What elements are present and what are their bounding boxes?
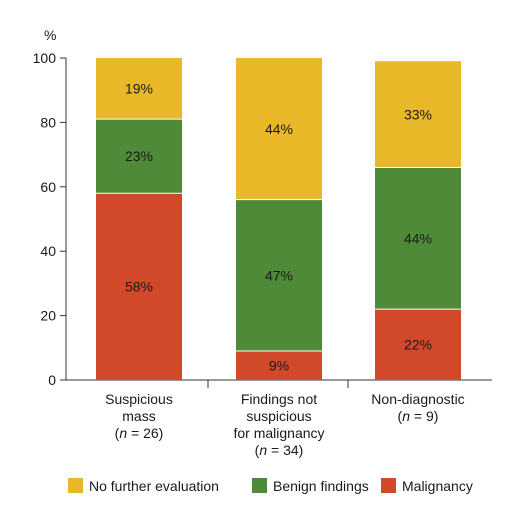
bar-segment-benign-findings [96, 119, 182, 194]
bar-segment-no-further-evaluation [375, 61, 461, 168]
x-axis [66, 379, 492, 388]
legend-label: Malignancy [402, 478, 473, 494]
segment-value-label: 22% [404, 337, 432, 353]
y-tick-label: 20 [40, 308, 56, 324]
legend-swatch [68, 478, 83, 493]
y-tick-label: 80 [40, 114, 56, 130]
category-n-label: (n = 26) [115, 425, 164, 441]
y-axis-unit-label: % [44, 27, 56, 43]
category-label-line: Findings not [241, 391, 317, 407]
bar-segment-malignancy [236, 351, 322, 380]
y-tick-label: 40 [40, 243, 56, 259]
y-tick-label: 0 [48, 372, 56, 388]
category-label: Suspicious mass (n = 26) [105, 391, 173, 441]
segment-value-label: 58% [125, 279, 153, 295]
category-label-line: Suspicious [105, 391, 173, 407]
category-label-line: mass [122, 408, 155, 424]
n-symbol: n [402, 408, 410, 424]
segment-value-label: 9% [269, 358, 289, 374]
segment-value-label: 47% [265, 267, 293, 283]
bars [96, 58, 461, 380]
n-symbol: n [259, 442, 267, 458]
y-axis: 0 20 40 60 80 100 [33, 50, 67, 388]
bar-segment-malignancy [375, 309, 461, 380]
segment-value-label: 23% [125, 148, 153, 164]
segment-value-label: 44% [404, 230, 432, 246]
category-label-line: suspicious [246, 408, 311, 424]
n-value: = 34 [267, 442, 299, 458]
n-value: = 26 [127, 425, 159, 441]
segment-value-label: 44% [265, 121, 293, 137]
legend-label: Benign findings [273, 478, 369, 494]
category-label: Findings not suspicious for malignancy (n =… [233, 391, 324, 458]
legend-label: No further evaluation [89, 478, 219, 494]
y-tick-label: 100 [33, 50, 57, 66]
segment-labels: 58% 23% 19% 9% 47% 44% 22% 44% 33% [125, 81, 432, 374]
bar-segment-no-further-evaluation [236, 58, 322, 200]
bar-segment-malignancy [96, 193, 182, 380]
segment-value-label: 33% [404, 106, 432, 122]
legend-swatch [381, 478, 396, 493]
legend: No further evaluation Benign findings Mali… [68, 478, 473, 494]
category-label: Non-diagnostic (n = 9) [371, 391, 464, 424]
n-symbol: n [119, 425, 127, 441]
category-label-line: for malignancy [233, 425, 324, 441]
legend-swatch [252, 478, 267, 493]
bar-segment-no-further-evaluation [96, 58, 182, 120]
y-tick-label: 60 [40, 179, 56, 195]
category-n-label: (n = 9) [398, 408, 439, 424]
bar-segment-benign-findings [375, 167, 461, 310]
category-labels: Suspicious mass (n = 26) Findings not suspic… [105, 391, 465, 458]
n-value: = 9 [410, 408, 434, 424]
segment-value-label: 19% [125, 81, 153, 97]
category-label-line: Non-diagnostic [371, 391, 464, 407]
category-n-label: (n = 34) [255, 442, 304, 458]
bar-segment-benign-findings [236, 199, 322, 352]
